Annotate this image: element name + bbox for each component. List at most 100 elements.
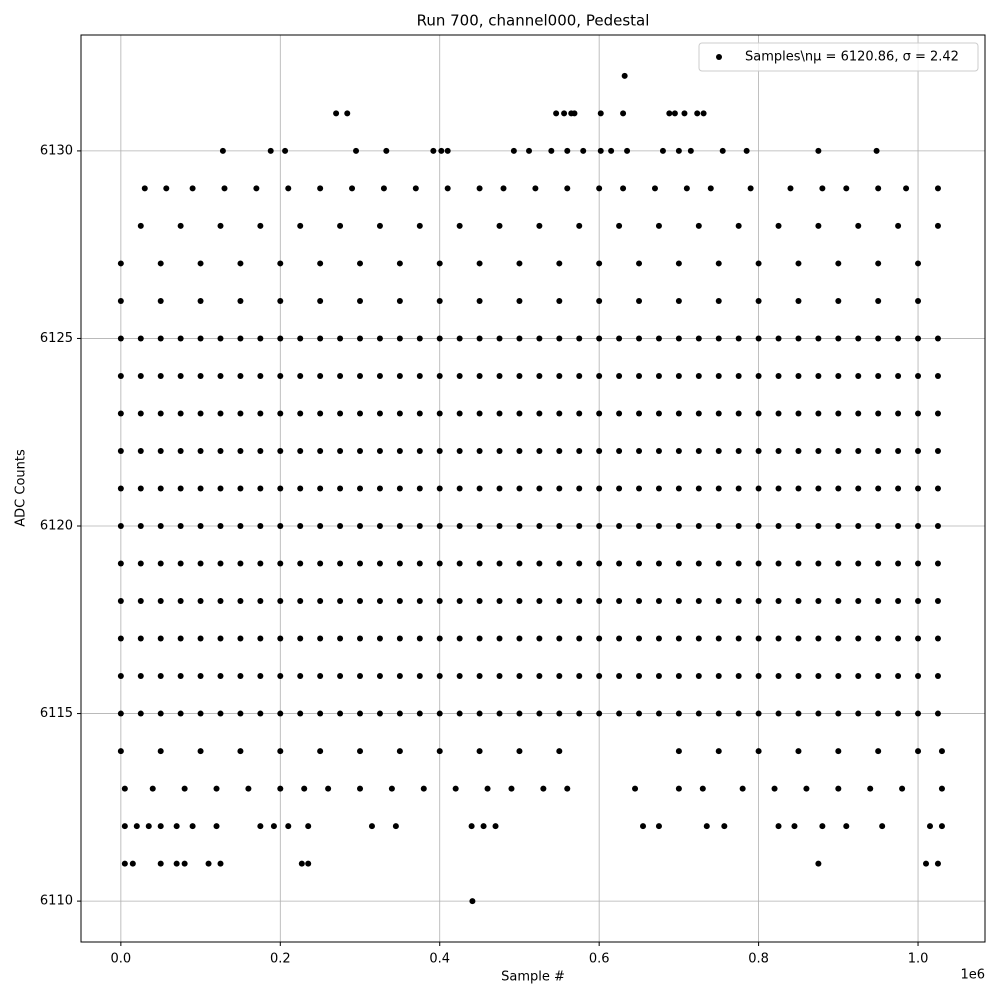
data-point (416, 410, 423, 417)
data-point (396, 598, 403, 605)
data-point (775, 410, 782, 417)
data-point (721, 823, 728, 830)
data-point (795, 410, 802, 417)
data-point (795, 485, 802, 492)
data-point (117, 410, 124, 417)
data-point (476, 335, 483, 342)
data-point (791, 823, 798, 830)
data-point (915, 560, 922, 567)
data-point (205, 860, 212, 867)
data-point (396, 748, 403, 755)
data-point (157, 260, 164, 267)
data-point (157, 598, 164, 605)
data-point (137, 523, 144, 530)
data-point (317, 410, 324, 417)
data-point (376, 523, 383, 530)
data-point (879, 823, 886, 830)
data-point (735, 372, 742, 379)
data-point (775, 485, 782, 492)
data-point (376, 710, 383, 717)
data-point (655, 523, 662, 530)
data-point (855, 485, 862, 492)
data-point (616, 635, 623, 642)
data-point (803, 785, 810, 792)
data-point (430, 147, 437, 154)
data-point (915, 297, 922, 304)
data-point (636, 635, 643, 642)
data-point (257, 598, 264, 605)
data-point (915, 410, 922, 417)
data-point (755, 260, 762, 267)
data-point (476, 260, 483, 267)
data-point (755, 297, 762, 304)
data-point (915, 635, 922, 642)
data-point (675, 748, 682, 755)
data-point (257, 222, 264, 229)
data-point (337, 598, 344, 605)
data-point (217, 560, 224, 567)
data-point (835, 748, 842, 755)
data-point (895, 485, 902, 492)
data-point (298, 860, 305, 867)
data-point (715, 560, 722, 567)
data-point (616, 560, 623, 567)
data-point (636, 560, 643, 567)
data-point (376, 372, 383, 379)
data-point (392, 823, 399, 830)
data-point (915, 598, 922, 605)
data-point (277, 598, 284, 605)
data-point (257, 523, 264, 530)
data-point (492, 823, 499, 830)
data-point (396, 673, 403, 680)
data-point (173, 860, 180, 867)
data-point (636, 335, 643, 342)
data-point (317, 185, 324, 192)
data-point (496, 560, 503, 567)
data-point (596, 560, 603, 567)
data-point (715, 410, 722, 417)
data-point (675, 410, 682, 417)
data-point (237, 748, 244, 755)
data-point (895, 222, 902, 229)
data-point (795, 710, 802, 717)
data-point (556, 447, 563, 454)
data-point (344, 110, 351, 117)
data-point (117, 485, 124, 492)
data-point (456, 485, 463, 492)
data-point (197, 748, 204, 755)
data-point (675, 560, 682, 567)
data-point (217, 635, 224, 642)
data-point (655, 635, 662, 642)
data-point (640, 823, 647, 830)
data-point (137, 222, 144, 229)
data-point (695, 372, 702, 379)
data-point (695, 335, 702, 342)
data-point (444, 185, 451, 192)
data-point (237, 598, 244, 605)
data-point (117, 523, 124, 530)
data-point (376, 447, 383, 454)
data-point (596, 635, 603, 642)
data-point (715, 748, 722, 755)
data-point (775, 523, 782, 530)
data-point (855, 673, 862, 680)
data-point (337, 372, 344, 379)
data-point (357, 785, 364, 792)
data-point (855, 523, 862, 530)
data-point (735, 335, 742, 342)
x-offset-label: 1e6 (960, 968, 985, 983)
data-point (516, 673, 523, 680)
data-point (616, 447, 623, 454)
data-point (456, 335, 463, 342)
data-point (608, 147, 615, 154)
data-point (282, 147, 289, 154)
data-point (217, 222, 224, 229)
data-point (277, 673, 284, 680)
data-point (934, 860, 941, 867)
data-point (636, 673, 643, 680)
data-point (197, 297, 204, 304)
data-point (217, 598, 224, 605)
data-point (536, 447, 543, 454)
data-point (245, 785, 252, 792)
